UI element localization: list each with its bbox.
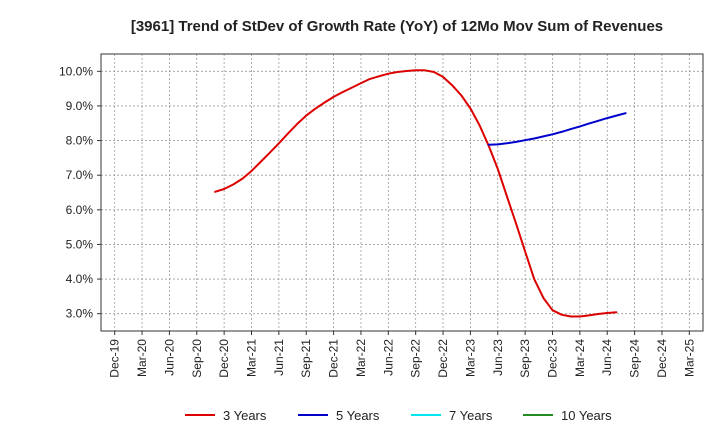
x-tick-label: Mar-22 <box>354 339 368 377</box>
chart-title: [3961] Trend of StDev of Growth Rate (Yo… <box>131 18 663 35</box>
x-tick-label: Dec-20 <box>217 339 231 378</box>
x-tick-label: Mar-23 <box>463 339 477 377</box>
plot-area <box>101 54 703 331</box>
x-tick-label: Sep-20 <box>190 339 204 378</box>
x-tick-label: Mar-21 <box>245 339 259 377</box>
x-tick-label: Sep-21 <box>299 339 313 378</box>
x-tick-label: Mar-25 <box>682 339 696 377</box>
x-tick-label: Jun-22 <box>381 339 395 376</box>
series-lines <box>214 69 627 318</box>
legend-label-10-years: 10 Years <box>561 408 612 423</box>
x-tick-label: Dec-19 <box>108 339 122 378</box>
y-tick-label: 4.0% <box>66 272 94 286</box>
x-tick-label: Sep-22 <box>409 339 423 378</box>
x-axis-ticks: Dec-19 Mar-20 Jun-20 Sep-20 Dec-20 Mar-21 Jun-… <box>108 331 696 378</box>
y-tick-label: 10.0% <box>59 64 93 78</box>
y-tick-label: 3.0% <box>66 307 94 321</box>
legend: 3 Years 5 Years 7 Years 10 Years <box>185 408 612 423</box>
y-tick-label: 5.0% <box>66 237 94 251</box>
x-tick-label: Jun-23 <box>491 339 505 376</box>
y-tick-label: 6.0% <box>66 203 94 217</box>
plot-border <box>100 53 704 332</box>
x-tick-label: Dec-21 <box>327 339 341 378</box>
legend-label-3-years: 3 Years <box>223 408 267 423</box>
x-tick-label: Dec-24 <box>655 339 669 378</box>
x-tick-label: Mar-24 <box>573 339 587 377</box>
y-tick-label: 8.0% <box>66 134 94 148</box>
series-line-5-years <box>487 112 627 146</box>
x-tick-label: Dec-22 <box>436 339 450 378</box>
x-tick-label: Jun-20 <box>162 339 176 376</box>
y-tick-label: 9.0% <box>66 99 94 113</box>
legend-label-7-years: 7 Years <box>449 408 493 423</box>
x-tick-label: Mar-20 <box>135 339 149 377</box>
x-tick-label: Jun-21 <box>272 339 286 376</box>
y-axis-ticks: 3.0% 4.0% 5.0% 6.0% 7.0% 8.0% 9.0% 10.0% <box>59 64 101 321</box>
x-tick-label: Jun-24 <box>600 339 614 376</box>
x-tick-label: Sep-24 <box>628 339 642 378</box>
x-tick-label: Sep-23 <box>518 339 532 378</box>
series-line-3-years <box>214 69 618 318</box>
y-tick-label: 7.0% <box>66 168 94 182</box>
grid-lines <box>101 54 703 331</box>
x-tick-label: Dec-23 <box>546 339 560 378</box>
legend-label-5-years: 5 Years <box>336 408 380 423</box>
